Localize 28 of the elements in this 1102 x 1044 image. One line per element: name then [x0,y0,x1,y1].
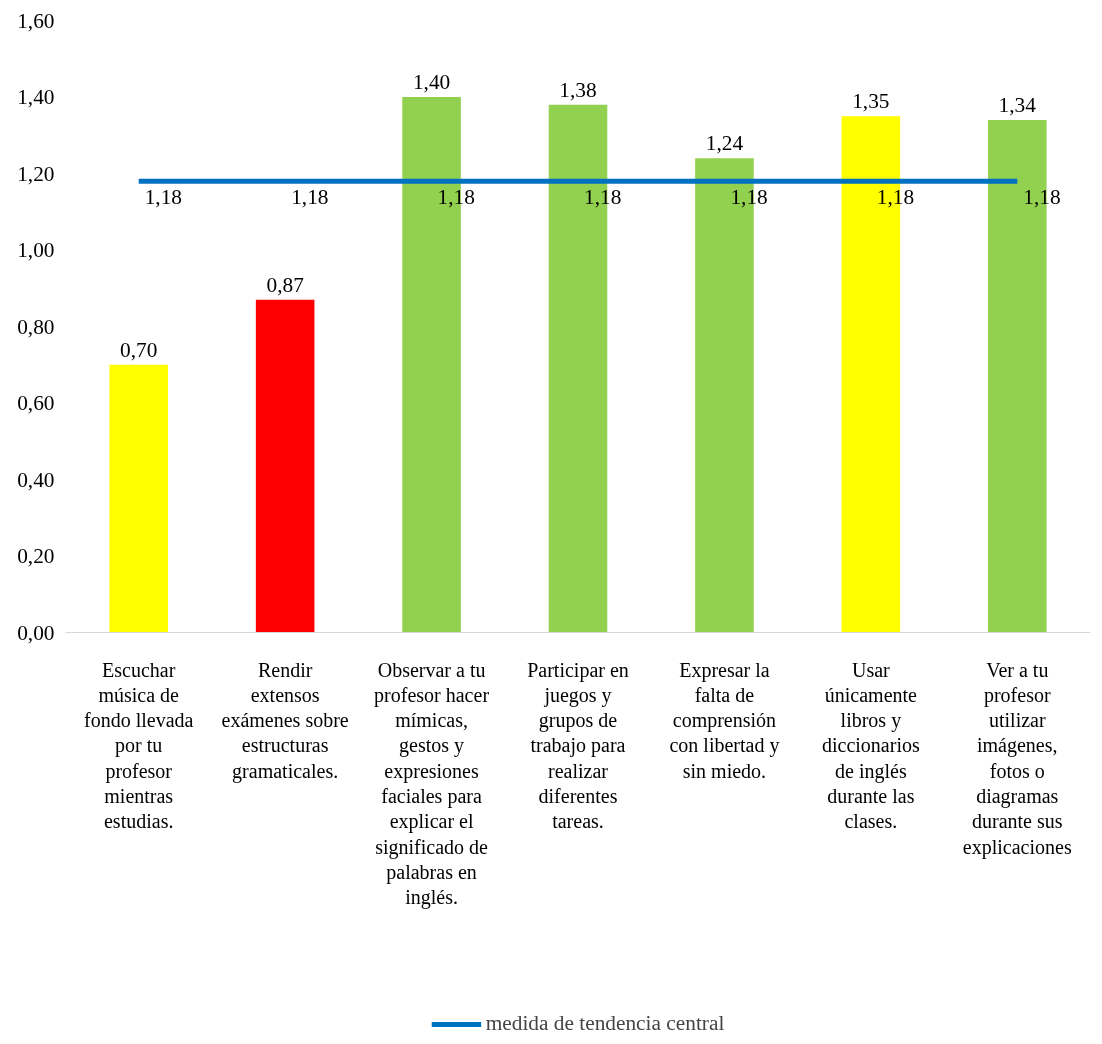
y-tick-label: 1,20 [17,161,55,186]
y-tick-label: 0,40 [17,467,55,492]
y-tick-label: 0,20 [17,544,55,568]
data-label: 1,18 [291,185,329,210]
y-tick-label: 1,60 [17,8,55,33]
data-label: 1,35 [852,89,890,114]
y-tick-label: 1,00 [17,238,55,262]
x-tick-label: Participar en juegos y grupos de trabajo para realizar diferentes tareas. [527,658,629,833]
y-tick-label: 0,00 [17,620,55,645]
data-label: 1,24 [705,131,744,156]
y-tick-label: 1,40 [17,85,55,109]
y-tick-label: 0,60 [17,391,55,415]
x-tick-label: Escuchar música de fondo llevada por tu profesor mientras estudias. [84,658,194,833]
data-label: 0,70 [120,337,158,362]
bar [109,364,168,633]
data-label: 1,34 [998,92,1037,117]
data-label: 1,40 [412,70,451,94]
x-tick-label: Rendir extensos exámenes sobre estructuras gramaticales. [221,658,349,783]
x-tick-label: Expresar la falta de comprensión con libertad y sin miedo. [669,658,780,782]
x-tick-label: Ver a tu profesor utilizar imágenes, fotos o diagramas durante sus explicaciones [962,658,1072,859]
y-tick-label: 0,80 [17,314,55,339]
bar [255,299,315,633]
data-label: 1,18 [144,185,183,210]
x-tick-label: Usar únicamente libros y diccionarios de inglés durante las clases. [821,658,920,833]
legend-label: medida de tendencia central [485,1011,725,1036]
category-label: Observar a tu profesor hacer mímicas, gestos y expresiones faciales para explicar el significado de palabras en inglés. [374,658,490,909]
data-label: 0,87 [266,272,305,297]
data-label: 1,38 [559,77,597,102]
